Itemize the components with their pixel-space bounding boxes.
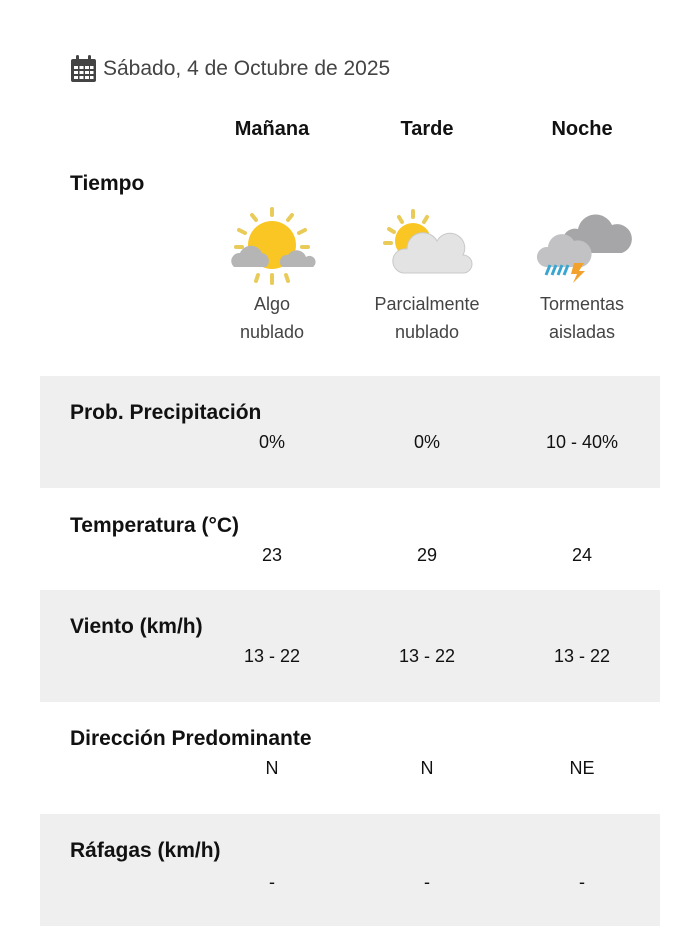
value-morning: 13 - 22 — [243, 646, 301, 666]
sun-behind-clouds-icon — [231, 207, 316, 285]
row-precipitation: Prob. Precipitación 0% 0% 10 - 40% — [40, 376, 660, 488]
column-header-afternoon: Tarde — [400, 118, 454, 140]
value-afternoon: 13 - 22 — [398, 646, 456, 666]
row-label: Dirección Predominante — [70, 727, 312, 750]
value-afternoon: 29 — [416, 545, 438, 565]
value-morning: 0% — [258, 432, 285, 452]
row-wind: Viento (km/h) 13 - 22 13 - 22 13 - 22 — [40, 590, 660, 702]
weather-label: Tiempo — [70, 172, 145, 195]
value-night: 10 - 40% — [545, 432, 619, 452]
value-night: - — [579, 872, 585, 892]
weather-desc-afternoon: Parcialmente nublado — [352, 290, 502, 346]
value-night: NE — [569, 758, 595, 778]
column-header-night: Noche — [551, 118, 613, 140]
column-header-morning: Mañana — [234, 118, 310, 140]
value-morning: - — [269, 872, 275, 892]
value-night: 13 - 22 — [553, 646, 611, 666]
date-header: Sábado, 4 de Octubre de 2025 — [70, 55, 390, 83]
row-temperature: Temperatura (°C) 23 29 24 — [40, 489, 660, 590]
value-afternoon: - — [424, 872, 430, 892]
row-label: Prob. Precipitación — [70, 401, 262, 424]
row-gusts: Ráfagas (km/h) - - - — [40, 814, 660, 926]
weather-desc-night: Tormentas aisladas — [507, 290, 657, 346]
value-night: 24 — [571, 545, 593, 565]
row-wind-direction: Dirección Predominante N N NE — [40, 702, 660, 814]
row-label: Ráfagas (km/h) — [70, 839, 221, 862]
value-morning: 23 — [261, 545, 283, 565]
desc-line: Parcialmente — [374, 294, 480, 314]
weather-desc-morning: Algo nublado — [197, 290, 347, 346]
desc-line: nublado — [239, 322, 305, 342]
date-text: Sábado, 4 de Octubre de 2025 — [103, 57, 391, 80]
value-morning: N — [265, 758, 279, 778]
row-label: Viento (km/h) — [70, 615, 203, 638]
desc-line: nublado — [394, 322, 460, 342]
desc-line: aisladas — [548, 322, 616, 342]
row-label: Temperatura (°C) — [70, 514, 240, 537]
desc-line: Tormentas — [539, 294, 625, 314]
value-afternoon: N — [420, 758, 434, 778]
desc-line: Algo — [253, 294, 291, 314]
value-afternoon: 0% — [413, 432, 440, 452]
partly-cloudy-icon — [383, 209, 473, 274]
thunderstorm-icon — [536, 214, 632, 283]
calendar-icon — [71, 55, 96, 82]
